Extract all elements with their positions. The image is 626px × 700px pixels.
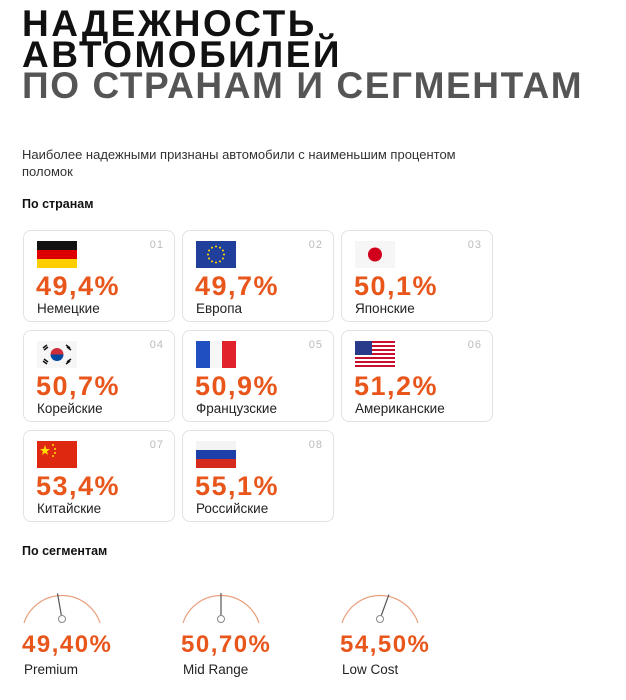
country-card: 08 55,1% Российские (182, 430, 334, 522)
gauge-pivot (58, 615, 66, 623)
russia-flag-icon (196, 441, 236, 468)
segments-heading: По сегментам (22, 544, 108, 558)
card-number: 07 (149, 439, 164, 451)
segment-label: Low Cost (342, 662, 399, 677)
country-label: Корейские (37, 401, 103, 416)
china-flag-icon (37, 441, 77, 468)
eu-flag-icon (196, 241, 236, 268)
country-percent: 50,1% (354, 271, 439, 301)
card-number: 08 (308, 439, 323, 451)
title-line-3: ПО СТРАНАМ И СЕГМЕНТАМ (22, 65, 584, 106)
title-line-1: НАДЕЖНОСТЬ (22, 3, 317, 44)
country-card: 04 50,7% Корейские (23, 330, 175, 422)
country-card: 05 50,9% Французские (182, 330, 334, 422)
gauge-needle (56, 593, 62, 616)
gauge-needle (380, 594, 390, 616)
segment-label: Mid Range (183, 662, 249, 677)
korea-flag-icon (37, 341, 77, 368)
subtitle: Наиболее надежными признаны автомобили с… (22, 147, 456, 179)
card-number: 06 (467, 339, 482, 351)
card-number: 02 (308, 239, 323, 251)
segment-percent: 50,70% (181, 631, 272, 658)
country-card: 06 51,2% Американские (341, 330, 493, 422)
gauge-arc (341, 594, 419, 624)
gauge-arc (23, 594, 101, 624)
country-label: Немецкие (37, 301, 100, 316)
segment-gauge: 49,40% Premium (22, 575, 162, 685)
card-number: 01 (149, 239, 164, 251)
gauge-icon (182, 593, 260, 624)
segment-gauge: 54,50% Low Cost (340, 575, 480, 685)
country-percent: 50,9% (195, 371, 280, 401)
card-number: 04 (149, 339, 164, 351)
countries-heading: По странам (22, 197, 94, 211)
country-percent: 51,2% (354, 371, 439, 401)
segment-gauge: 50,70% Mid Range (181, 575, 321, 685)
title-line-2: АВТОМОБИЛЕЙ (22, 34, 343, 75)
gauge-icon (23, 593, 101, 624)
country-card: 03 50,1% Японские (341, 230, 493, 322)
card-number: 05 (308, 339, 323, 351)
country-card: 07 53,4% Китайские (23, 430, 175, 522)
country-percent: 50,7% (36, 371, 121, 401)
country-card: 02 49,7% Европа (182, 230, 334, 322)
france-flag-icon (196, 341, 236, 368)
country-label: Американские (355, 401, 445, 416)
country-label: Европа (196, 301, 243, 316)
country-percent: 49,4% (36, 271, 121, 301)
country-percent: 53,4% (36, 471, 121, 501)
gauge-icon (341, 594, 419, 624)
segment-label: Premium (24, 662, 79, 677)
gauge-pivot (217, 615, 225, 623)
segment-percent: 49,40% (22, 631, 113, 658)
usa-flag-icon (355, 341, 395, 367)
country-label: Китайские (37, 501, 102, 516)
country-percent: 55,1% (195, 471, 280, 501)
card-number: 03 (467, 239, 482, 251)
country-label: Российские (196, 501, 269, 516)
germany-flag-icon (37, 241, 77, 268)
country-label: Французские (196, 401, 277, 416)
country-percent: 49,7% (195, 271, 280, 301)
country-card: 01 49,4% Немецкие (23, 230, 175, 322)
country-label: Японские (355, 301, 415, 316)
segment-percent: 54,50% (340, 631, 431, 658)
japan-flag-icon (355, 241, 395, 268)
gauge-pivot (376, 615, 384, 623)
